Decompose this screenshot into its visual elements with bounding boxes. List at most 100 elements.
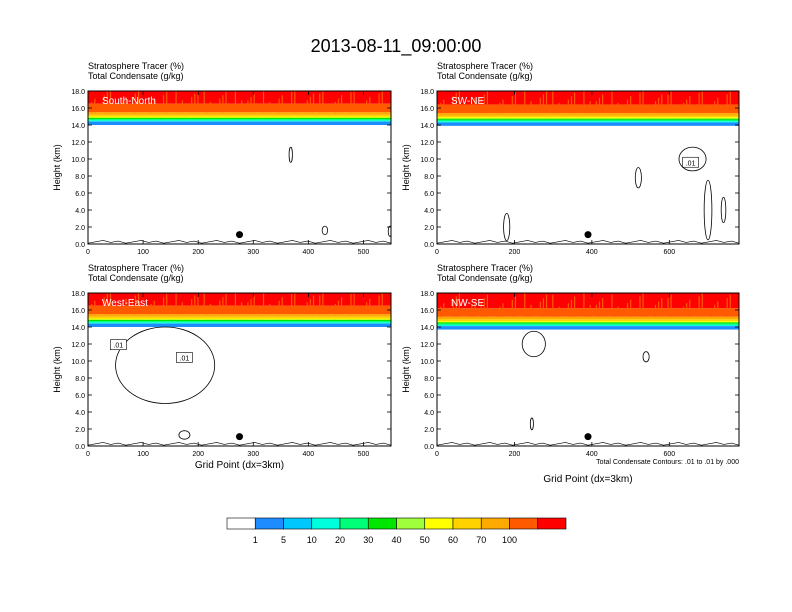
y-tick-label: 6.0 bbox=[424, 393, 434, 400]
tracer-band-1 bbox=[88, 103, 391, 113]
tracer-streak bbox=[181, 100, 183, 113]
tracer-streak bbox=[247, 100, 249, 113]
tracer-streak bbox=[294, 91, 296, 113]
terrain-line bbox=[88, 240, 391, 244]
tracer-streak bbox=[206, 307, 208, 315]
tracer-streak bbox=[178, 103, 180, 113]
tracer-streak bbox=[552, 91, 554, 114]
y-axis-label: Height (km) bbox=[52, 346, 62, 393]
tracer-streak bbox=[353, 293, 355, 315]
y-tick-label: 10.0 bbox=[71, 359, 85, 366]
tracer-streak bbox=[319, 93, 321, 113]
x-tick-label: 400 bbox=[586, 451, 598, 458]
tracer-streak bbox=[237, 103, 240, 113]
tracer-streak bbox=[514, 92, 517, 114]
tracer-streak bbox=[88, 105, 90, 113]
tracer-streak bbox=[94, 300, 96, 315]
tracer-streak bbox=[137, 91, 140, 113]
tracer-streak bbox=[545, 294, 548, 317]
y-axis-label: Height (km) bbox=[52, 144, 62, 191]
y-tick-label: 18.0 bbox=[420, 89, 434, 96]
tracer-streak bbox=[483, 94, 485, 114]
tracer-streak bbox=[598, 97, 601, 114]
tracer-streak bbox=[350, 91, 352, 113]
y-tick-label: 2.0 bbox=[75, 225, 85, 232]
tracer-streak bbox=[437, 106, 439, 114]
tracer-band-4 bbox=[437, 117, 739, 119]
tracer-streak bbox=[269, 102, 271, 113]
tracer-streak bbox=[542, 298, 545, 317]
tracer-streak bbox=[583, 91, 585, 114]
colorbar-label: 50 bbox=[420, 535, 430, 545]
tracer-streak bbox=[341, 297, 343, 315]
tracer-streak bbox=[219, 98, 221, 113]
tracer-streak bbox=[480, 301, 482, 317]
tracer-streak bbox=[639, 296, 641, 317]
y-axis-label: Height (km) bbox=[401, 346, 411, 393]
tracer-streak bbox=[483, 298, 485, 317]
terrain-line bbox=[437, 240, 739, 244]
tracer-streak bbox=[241, 302, 243, 315]
tracer-streak bbox=[153, 300, 155, 315]
tracer-streak bbox=[614, 310, 616, 317]
tracer-streak bbox=[262, 91, 265, 113]
y-tick-label: 4.0 bbox=[424, 208, 434, 215]
y-tick-label: 12.0 bbox=[71, 342, 85, 349]
tracer-band-4 bbox=[437, 321, 739, 323]
tracer-band-2 bbox=[437, 113, 739, 116]
panel-header-tracer: Stratosphere Tracer (%) bbox=[437, 61, 533, 71]
condensate-contour bbox=[642, 351, 650, 363]
tracer-streak bbox=[717, 97, 719, 114]
tracer-streak bbox=[589, 304, 591, 317]
tracer-streak bbox=[241, 100, 243, 113]
tracer-streak bbox=[642, 293, 644, 317]
panel-frame bbox=[436, 90, 740, 245]
tracer-streak bbox=[291, 91, 293, 113]
tracer-streak bbox=[626, 303, 629, 317]
tracer-streak bbox=[567, 99, 569, 114]
tracer-streak bbox=[203, 91, 205, 113]
panels-group: Stratosphere Tracer (%) Total Condensate … bbox=[52, 61, 740, 485]
contour-note: Total Condensate Contours: .01 to .01 by… bbox=[596, 459, 739, 466]
panel-2: Stratosphere Tracer (%)Total Condensate … bbox=[401, 61, 740, 256]
tracer-streak bbox=[222, 95, 224, 113]
tracer-streak bbox=[366, 100, 368, 113]
tracer-streak bbox=[181, 302, 183, 315]
y-tick-label: 0.0 bbox=[75, 444, 85, 451]
panel-frame bbox=[87, 292, 392, 447]
tracer-streak bbox=[530, 304, 532, 317]
tracer-streak bbox=[278, 98, 280, 113]
tracer-streak bbox=[682, 102, 685, 114]
x-tick-label: 300 bbox=[247, 249, 259, 256]
tracer-streak bbox=[250, 298, 252, 315]
tracer-streak bbox=[319, 295, 321, 315]
x-tick-label: 200 bbox=[509, 249, 521, 256]
panel-field bbox=[88, 293, 391, 446]
tracer-streak bbox=[589, 101, 591, 114]
tracer-streak bbox=[437, 310, 439, 317]
tracer-streak bbox=[486, 91, 489, 114]
colorbar-swatch bbox=[396, 517, 426, 530]
terrain-line bbox=[437, 442, 739, 446]
tracer-streak bbox=[583, 293, 585, 317]
tracer-streak bbox=[225, 293, 227, 315]
y-tick-label: 18.0 bbox=[420, 291, 434, 298]
tracer-band-6 bbox=[88, 321, 391, 323]
tracer-streak bbox=[527, 104, 529, 114]
tracer-streak bbox=[334, 304, 336, 315]
colorbar-swatch bbox=[339, 517, 369, 530]
tracer-streak bbox=[514, 296, 517, 317]
contour-label: .01 bbox=[180, 355, 190, 362]
colorbar-swatch bbox=[480, 517, 510, 530]
tracer-streak bbox=[150, 304, 152, 315]
tracer-band-5 bbox=[88, 117, 391, 120]
tracer-streak bbox=[381, 91, 383, 113]
tracer-streak bbox=[458, 293, 460, 317]
tracer-streak bbox=[281, 95, 283, 113]
tracer-streak bbox=[266, 307, 268, 315]
tracer-streak bbox=[710, 104, 713, 114]
tracer-streak bbox=[539, 97, 541, 114]
tracer-band-1 bbox=[437, 104, 739, 114]
y-tick-label: 4.0 bbox=[75, 410, 85, 417]
panel-label: NW-SE bbox=[451, 298, 484, 309]
